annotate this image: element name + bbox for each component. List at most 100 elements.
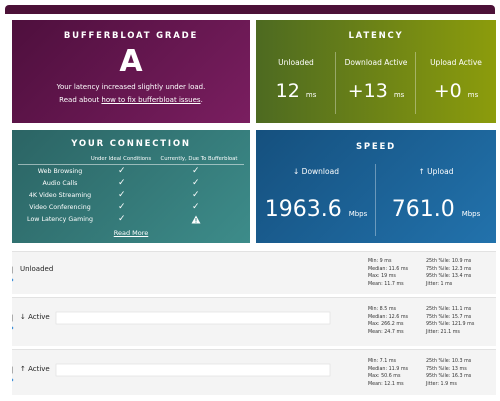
stat-value: 24.7: [384, 329, 395, 335]
stat-value: 8.5: [379, 307, 388, 312]
stat-value: 16.3: [451, 374, 463, 379]
plot-frame: [55, 311, 331, 325]
row-label: ↑ Active: [20, 365, 50, 373]
stat-value: 11.7: [384, 281, 395, 287]
stat-label: 95th %ile:: [426, 274, 451, 279]
stat-unit: ms: [396, 381, 404, 387]
stat-unit: ms: [464, 274, 472, 279]
stat-label: 25th %ile:: [426, 359, 451, 364]
stat-value: 11.6: [388, 266, 400, 272]
top-bar: [5, 5, 495, 14]
stat-unit: ms: [459, 366, 467, 372]
speed-label: ↓ Download: [293, 167, 339, 176]
row-label: Video Conferencing: [29, 204, 91, 211]
check: ✓: [192, 178, 200, 188]
stat-line: 75th %ile: 12.3 ms: [426, 266, 471, 274]
stat-line: 95th %ile: 16.3 ms: [426, 373, 471, 381]
speed-label: ↑ Upload: [418, 167, 454, 176]
stat-unit: ms: [400, 366, 409, 372]
check: ✓: [118, 190, 126, 200]
box-plot: [12, 363, 331, 382]
stat-line: Mean: 12.1 ms: [368, 381, 408, 389]
stat-value: 266.2: [381, 322, 395, 327]
stat-column: Min: 8.5 ms Median: 12.6 ms Max: 266.2 ms M…: [368, 306, 408, 336]
stat-line: 75th %ile: 15.7 ms: [426, 314, 474, 322]
stat-unit: ms: [396, 329, 404, 335]
stat-line: Jitter: 21.1 ms: [426, 329, 474, 337]
stat-line: Max: 266.2 ms: [368, 321, 408, 329]
stat-line: Max: 50.6 ms: [368, 373, 408, 381]
value: +13: [347, 80, 388, 102]
stat-value: 12.6: [388, 314, 400, 320]
result-row: ↓ Active Min: 8.5 ms Median: 12.6 ms Max: 2…: [12, 297, 496, 346]
stat-unit: ms: [384, 259, 392, 264]
stat-label: Jitter:: [426, 381, 439, 387]
value: +0: [433, 80, 462, 102]
stat-unit: ms: [467, 322, 475, 327]
stat-label: Median:: [368, 366, 388, 372]
stat-label: Jitter:: [426, 329, 439, 335]
stat-line: Median: 11.6 ms: [368, 266, 408, 274]
panel-title: SPEED: [355, 142, 397, 152]
stat-line: 75th %ile: 13 ms: [426, 366, 471, 374]
read-more-link[interactable]: Read More: [113, 229, 149, 237]
latency-value: +13 ms: [336, 80, 416, 102]
stat-unit: ms: [393, 374, 401, 379]
text: Read about: [59, 96, 100, 104]
stat-label: 75th %ile:: [426, 314, 451, 320]
stat-unit: ms: [464, 314, 472, 320]
stat-unit: ms: [464, 259, 472, 264]
stat-unit: ms: [452, 329, 460, 335]
unit: ms: [305, 91, 317, 99]
stat-unit: ms: [464, 307, 472, 312]
speed-value: 1963.6 Mbps: [256, 197, 376, 222]
connection-panel: YOUR CONNECTION Under Ideal Conditions C…: [12, 130, 250, 243]
stat-unit: ms: [449, 381, 457, 387]
row-label: Audio Calls: [42, 180, 78, 187]
value: 1963.6: [264, 197, 342, 222]
check: ✓: [192, 202, 200, 212]
check: ✓: [118, 166, 126, 176]
stat-line: Median: 12.6 ms: [368, 314, 408, 322]
stat-line: Jitter: 1 ms: [426, 281, 471, 289]
panel-title: BUFFERBLOAT GRADE: [63, 31, 199, 41]
latency-value: +0 ms: [416, 80, 496, 102]
grade-link-line: Read about how to fix bufferbloat issues…: [12, 96, 250, 104]
stat-line: Min: 7.1 ms: [368, 358, 408, 366]
stat-unit: ms: [388, 274, 396, 279]
row-label: Low Latency Gaming: [27, 216, 93, 223]
stat-value: 11.9: [388, 366, 400, 372]
stat-value: 9: [379, 259, 383, 264]
grade-panel: BUFFERBLOAT GRADE A Your latency increas…: [12, 20, 250, 123]
stat-line: Median: 11.9 ms: [368, 366, 408, 374]
stat-unit: ms: [464, 374, 472, 379]
connection-row: Video Conferencing ✓ ✓: [12, 202, 250, 214]
check: ✓: [118, 214, 126, 224]
stat-label: Median:: [368, 266, 388, 272]
stat-value: 10.9: [451, 259, 463, 264]
result-row: Unloaded Min: 9 ms Median: 11.6 ms Max: 19 …: [12, 251, 496, 294]
stat-value: 1.9: [440, 381, 449, 387]
row-label: Unloaded: [20, 265, 54, 273]
box-plot: [12, 311, 331, 330]
stat-label: Min:: [368, 359, 379, 364]
link[interactable]: how to fix bufferbloat issues: [101, 96, 201, 104]
stat-value: 12.1: [384, 381, 395, 387]
row-label: 4K Video Streaming: [28, 192, 92, 199]
connection-row: 4K Video Streaming ✓ ✓: [12, 190, 250, 202]
stat-value: 21.1: [440, 329, 452, 335]
panel-title: YOUR CONNECTION: [71, 139, 191, 149]
stat-value: 121.9: [451, 322, 466, 327]
check: ✓: [192, 166, 200, 176]
stat-unit: ms: [464, 266, 472, 272]
stat-unit: ms: [396, 322, 404, 327]
stat-unit: ms: [388, 359, 397, 364]
sample-dot: [12, 278, 14, 282]
panel-title: LATENCY: [348, 31, 404, 41]
check: ✓: [192, 190, 200, 200]
stat-column: Min: 9 ms Median: 11.6 ms Max: 19 ms Mean: …: [368, 258, 408, 288]
connection-row: Audio Calls ✓ ✓: [12, 178, 250, 190]
stat-unit: ms: [388, 307, 397, 312]
stat-unit: ms: [445, 281, 453, 287]
